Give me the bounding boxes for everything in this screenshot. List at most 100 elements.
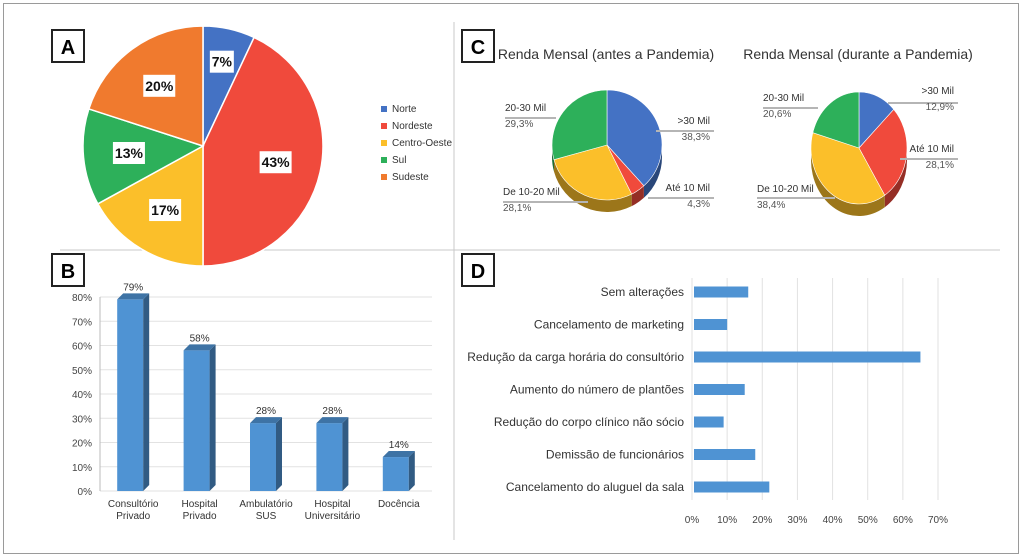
y-tick-label: 80% [72,293,92,304]
x-tick-label: 50% [858,515,878,526]
x-tick-label: 10% [717,515,737,526]
x-tick-label: Privado [183,511,217,522]
slice-value-label: 29,3% [505,119,533,130]
bar [382,457,409,491]
x-tick-label: Universitário [305,511,361,522]
bar-top [382,451,415,458]
x-tick-label: Hospital [314,499,350,510]
legend-swatch [381,157,387,163]
chart-c-income-before: Renda Mensal (antes a Pandemia) >30 Mil 38… [498,46,714,214]
x-tick-label: 60% [893,515,913,526]
y-tick-label: 60% [72,342,92,353]
data-label-box [259,151,292,174]
pie-slice [858,108,908,196]
panel-letter: B [61,261,75,283]
slice-name-label: De 10-20 Mil [757,184,814,195]
category-label: Redução da carga horária do consultório [467,350,684,364]
bar [694,384,745,395]
pie-slice [553,144,633,201]
x-tick-label: 0% [685,515,700,526]
data-label-box [209,50,234,73]
legend-swatch [381,123,387,129]
panel-label-a: A [51,29,85,63]
panel-label-c: C [461,29,495,63]
slice-name-label: 20-30 Mil [505,103,546,114]
bar [117,299,144,491]
bar [250,423,276,491]
slice-name-label: De 10-20 Mil [503,187,560,198]
slice-value-label: 20,6% [763,109,791,120]
slice-value-label: 38,4% [757,200,785,211]
pie-slice [551,89,608,161]
data-label: 20% [145,78,174,94]
pie-side [552,145,554,172]
slice-value-label: 4,3% [687,199,710,210]
bar-top [316,417,349,424]
panel-letter: C [471,37,485,59]
y-tick-label: 0% [78,487,93,498]
bar [694,351,921,363]
panel-label-d: D [461,253,495,287]
bar [694,286,749,298]
legend-entry: Norte [392,104,417,115]
pie-side [631,185,644,207]
data-label: 43% [262,154,291,170]
pie-slice [810,132,886,205]
pie-slice [606,89,663,187]
y-tick-label: 50% [72,366,92,377]
slice-name-label: >30 Mil [677,116,710,127]
x-tick-label: Privado [116,511,150,522]
slice-value-label: 38,3% [682,132,710,143]
bar-value-label: 14% [389,440,409,451]
bar [694,319,728,330]
y-tick-label: 10% [72,463,92,474]
bar-value-label: 58% [190,333,210,344]
data-label: 13% [115,145,144,161]
y-tick-label: 70% [72,317,92,328]
data-label: 7% [212,54,233,70]
category-label: Aumento do número de plantões [510,383,684,397]
data-label-box [143,74,176,97]
chart-title: Renda Mensal (durante a Pandemia) [743,46,973,62]
x-tick-label: SUS [256,511,277,522]
bar-top [183,344,216,351]
chart-d-changes-bars: 0% 10% 20% 30% 40% 50% 60% 70% Sem alterações Can… [467,278,948,526]
data-label-box [149,199,182,222]
x-tick-label: Docência [378,499,420,510]
category-label: Cancelamento do aluguel da sala [506,480,684,494]
bar-side [143,293,150,491]
bar-side [408,451,415,491]
x-tick-label: 30% [787,515,807,526]
panel-letter: D [471,261,485,283]
slice-name-label: Até 10 Mil [666,183,710,194]
data-label-box [112,142,145,165]
legend-entry: Nordeste [392,121,433,132]
legend-swatch [381,106,387,112]
pie-slice [812,91,860,149]
y-tick-label: 30% [72,414,92,425]
bar-side [342,417,349,491]
category-label: Redução do corpo clínico não sócio [494,415,684,429]
bar [183,350,210,491]
bar-value-label: 28% [322,406,342,417]
chart-title: Renda Mensal (antes a Pandemia) [498,46,714,62]
slice-name-label: 20-30 Mil [763,93,804,104]
x-tick-label: Consultório [108,499,159,510]
slice-value-label: 12,9% [926,102,954,113]
pie-side [553,159,632,212]
category-label: Cancelamento de marketing [534,318,684,332]
x-tick-label: Ambulatório [239,499,293,510]
panel-label-b: B [51,253,85,287]
pie-side [643,145,662,198]
bar [316,423,343,491]
bar-top [250,417,282,424]
legend-swatch [381,140,387,146]
bar-value-label: 79% [123,282,143,293]
chart-a-region-pie: 7% 43% 17% 13% 20% Norte Nordeste Centro-Oeste S… [82,25,452,267]
category-label: Demissão de funcionários [546,448,684,462]
pie-side [884,148,907,208]
legend-swatch [381,174,387,180]
legend-entry: Centro-Oeste [392,138,452,149]
bar [694,416,724,428]
